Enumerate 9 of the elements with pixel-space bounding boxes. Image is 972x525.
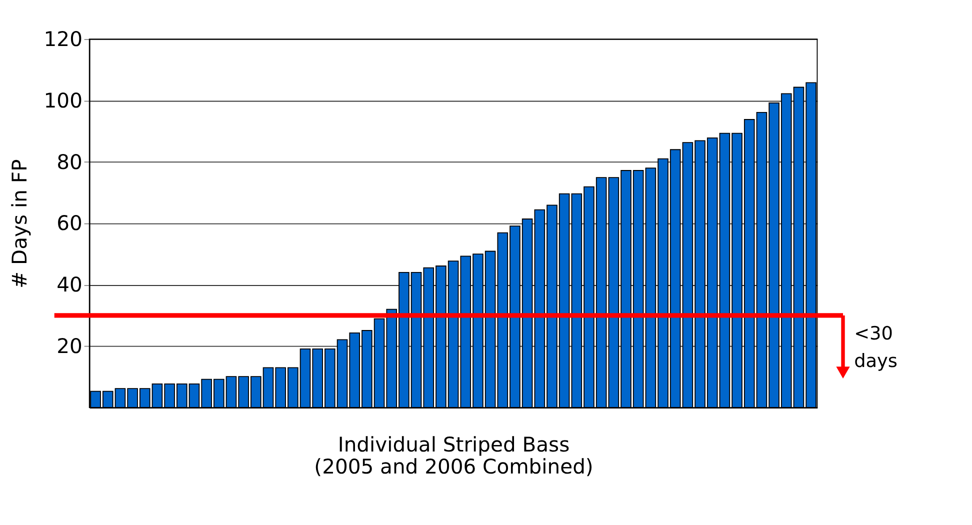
y-tick-label: 100	[44, 88, 82, 112]
y-tick-label: 120	[44, 26, 82, 51]
y-tick-label: 20	[56, 334, 82, 358]
y-axis-title: # Days in FP	[7, 159, 32, 288]
y-tick-label: 60	[56, 211, 82, 236]
x-axis-title: Individual Striped Bass (2005 and 2006 Combined)	[314, 432, 594, 478]
y-tick-label: 40	[56, 272, 82, 297]
y-tick-label: 80	[56, 150, 82, 174]
ref-line-label: <30 days	[854, 323, 898, 372]
